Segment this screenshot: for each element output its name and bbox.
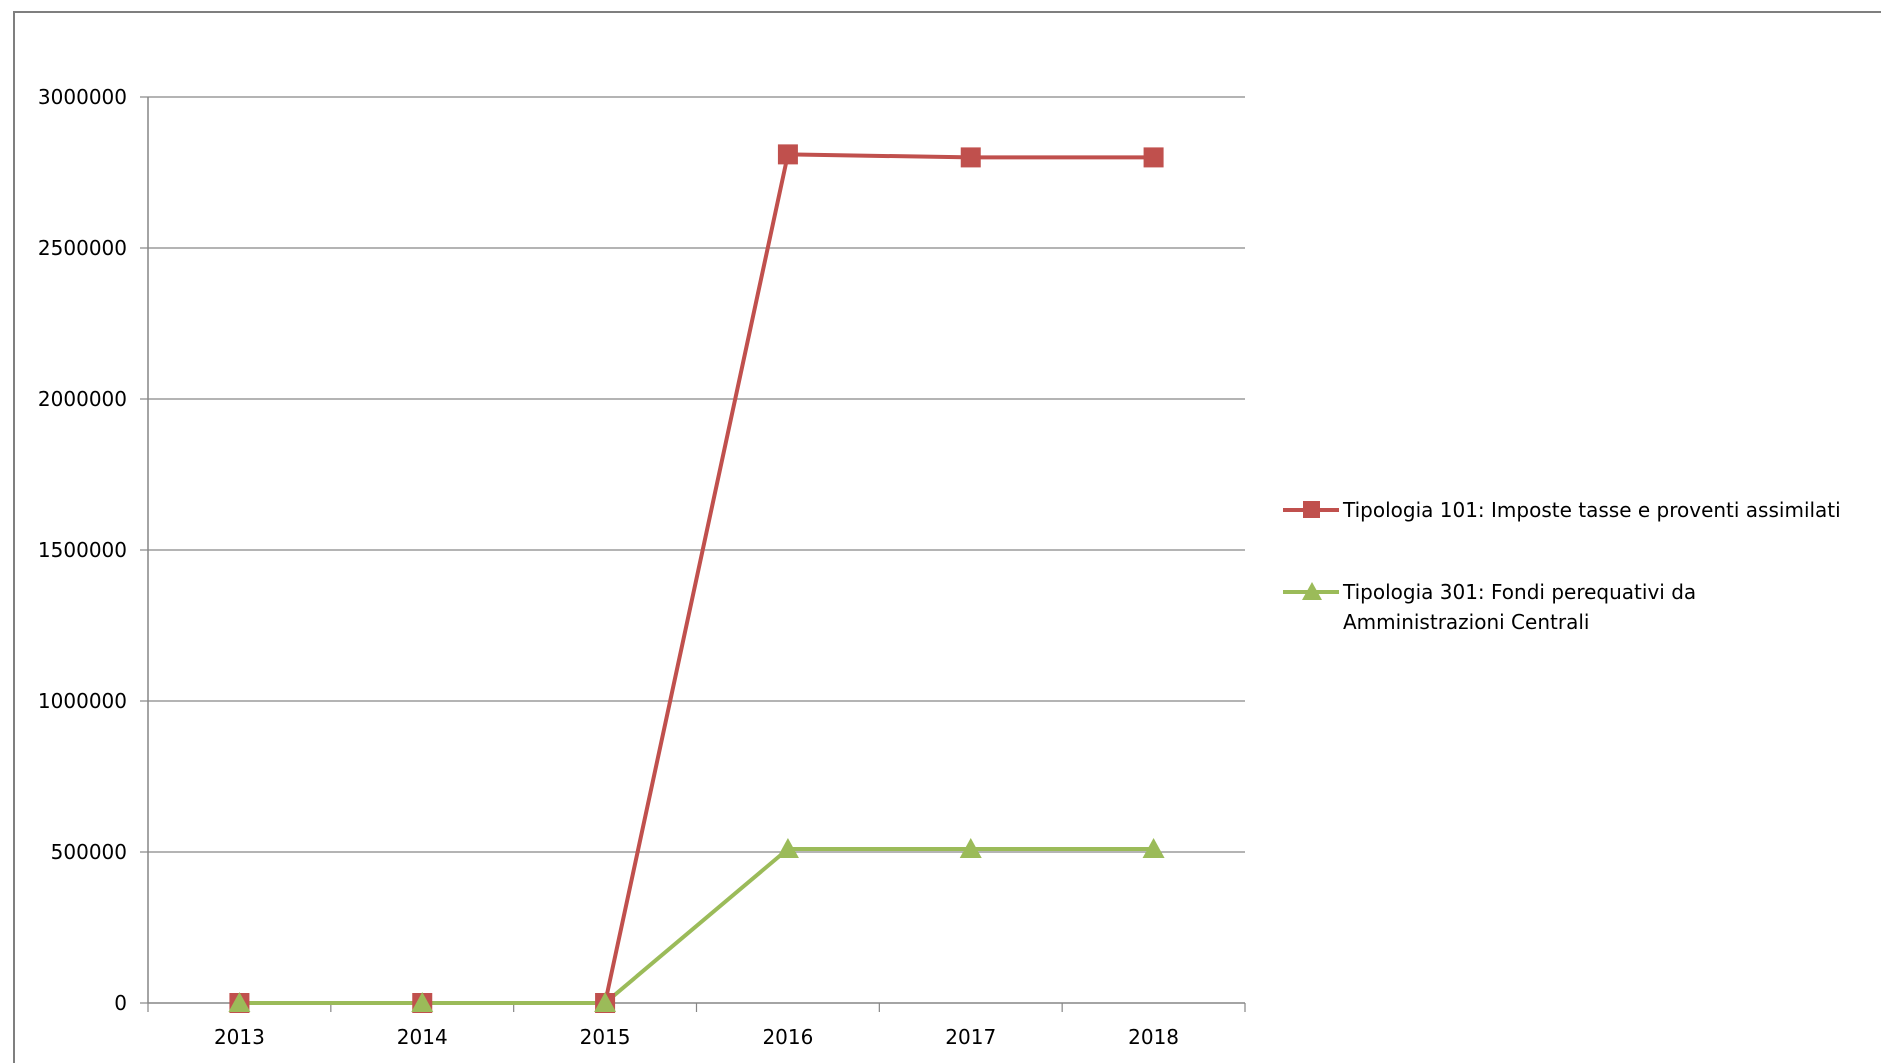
data-point-series-2: [594, 992, 617, 1012]
series-line-2: [239, 846, 1154, 1005]
data-point-series-1: [1143, 147, 1164, 168]
data-point-series-2: [776, 837, 799, 858]
legend-label-series-1: Tipologia 101: Imposte tasse e proventi …: [1343, 498, 1841, 522]
series-line-1: [239, 152, 1154, 1005]
data-point-series-2: [1142, 837, 1165, 858]
legend-key-series-1: [1283, 495, 1343, 525]
y-tick-label: 2000000: [38, 387, 127, 411]
chart-area: [13, 11, 1881, 1063]
legend-entry-series-1: Tipologia 101: Imposte tasse e proventi …: [1283, 495, 1881, 525]
y-tick-label: 1000000: [38, 689, 127, 713]
y-tick-label: 500000: [51, 840, 127, 864]
data-point-series-1: [960, 147, 981, 168]
y-tick-label: 0: [114, 991, 127, 1015]
legend-label-series-2: Tipologia 301: Fondi perequativi da Ammi…: [1343, 580, 1697, 634]
y-tick-label: 2500000: [38, 236, 127, 260]
x-tick-label: 2018: [1128, 1025, 1179, 1049]
x-tick-label: 2017: [945, 1025, 996, 1049]
data-point-series-2: [228, 992, 251, 1012]
x-tick-label: 2015: [580, 1025, 631, 1049]
data-point-series-1: [777, 144, 798, 165]
y-tick-label: 1500000: [38, 538, 127, 562]
x-tick-label: 2013: [214, 1025, 265, 1049]
legend-key-series-2: [1283, 577, 1343, 607]
data-point-series-2: [411, 992, 434, 1012]
x-tick-label: 2016: [762, 1025, 813, 1049]
data-point-series-2: [959, 837, 982, 858]
y-tick-label: 3000000: [38, 85, 127, 109]
legend-entry-series-2: Tipologia 301: Fondi perequativi da Ammi…: [1283, 577, 1703, 637]
x-tick-label: 2014: [397, 1025, 448, 1049]
